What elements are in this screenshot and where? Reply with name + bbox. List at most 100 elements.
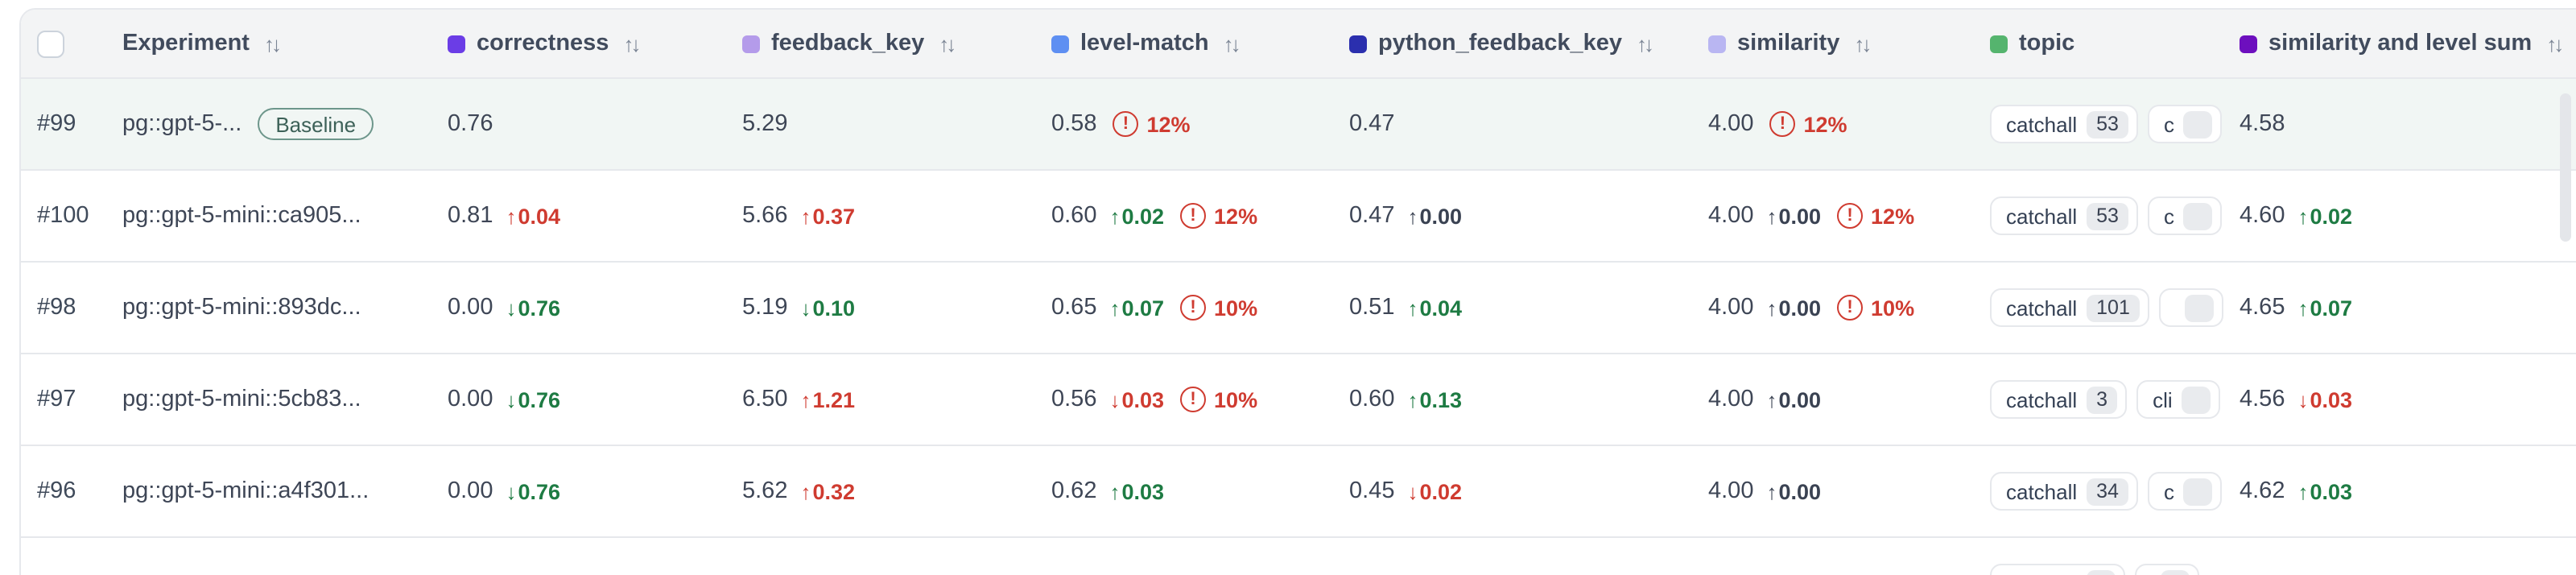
experiment-cell[interactable]: pg::gpt-5-mini::a4f301... <box>106 478 431 504</box>
table-row[interactable]: #99 pg::gpt-5-... Baseline 0.76 5.29 0.5… <box>21 79 2576 171</box>
sort-icon[interactable]: ↑↓ <box>1854 31 1872 56</box>
warning-icon: ! <box>1180 203 1207 229</box>
delta: ↑ 0.32 <box>800 479 855 503</box>
delta: ↑ 0.04 <box>1407 296 1462 320</box>
topic-badge[interactable]: catchall 53 <box>1990 196 2138 235</box>
topic-badge-truncated[interactable]: c <box>2147 196 2223 235</box>
warning-icon: ! <box>1113 111 1139 137</box>
python-feedback-key-cell: 0.47 <box>1333 111 1692 137</box>
similarity-and-level-sum-cell: 4.65 ↑ 0.07 <box>2223 295 2576 321</box>
sort-icon[interactable]: ↑↓ <box>263 31 282 56</box>
metric-value: 0.47 <box>1349 111 1395 137</box>
topic-label: catchall <box>2006 112 2078 136</box>
topic-badge-truncated[interactable] <box>2135 564 2200 575</box>
topic-badge-truncated[interactable]: cli <box>2136 380 2221 419</box>
warning-percent: 10% <box>1214 387 1258 412</box>
experiment-cell[interactable]: pg::gpt-5-mini::893dc... <box>106 295 431 321</box>
topic-cell: catchall 34 c <box>1974 472 2223 511</box>
topic-count: 34 <box>2087 478 2128 505</box>
vertical-scrollbar-thumb[interactable] <box>2560 93 2571 242</box>
topic-badge[interactable]: catchall 53 <box>1990 105 2138 143</box>
level-match-cell: 0.60 ↑ 0.02 ! 12% <box>1035 203 1333 229</box>
table-row[interactable]: #97 pg::gpt-5-mini::5cb83... 0.00 ↓ 0.76 … <box>21 354 2576 446</box>
level-match-cell: 0.56 ↓ 0.03 ! 10% <box>1035 387 1333 412</box>
sort-icon[interactable]: ↑↓ <box>1637 31 1654 56</box>
topic-badge-truncated[interactable]: c <box>2147 105 2223 143</box>
delta-arrow-icon: ↑ <box>800 387 811 412</box>
sort-icon[interactable]: ↑↓ <box>2546 31 2564 56</box>
topic-badge-truncated[interactable]: c <box>2147 472 2223 511</box>
column-header-similarity[interactable]: similarity ↑↓ <box>1692 31 1974 56</box>
topic-count <box>2184 294 2214 321</box>
sort-icon[interactable]: ↑↓ <box>1223 31 1241 56</box>
delta-arrow-icon: ↓ <box>2297 387 2309 412</box>
warning-badge: ! 10% <box>1837 295 1914 321</box>
column-header-similarity-and-level-sum[interactable]: similarity and level sum ↑↓ <box>2223 31 2576 56</box>
metric-color-square <box>1051 35 1069 52</box>
topic-badge[interactable]: catchall 34 <box>1990 472 2138 511</box>
correctness-cell: 0.00 ↓ 0.76 <box>431 295 726 321</box>
metric-value: 4.00 <box>1708 203 1754 229</box>
metric-value: 4.00 <box>1708 295 1754 321</box>
delta-arrow-icon: ↓ <box>506 387 517 412</box>
topic-badge[interactable]: catchall 3 <box>1990 380 2128 419</box>
column-label: similarity <box>1737 31 1840 56</box>
topic-count: 3 <box>2087 386 2118 413</box>
delta: ↑ 0.00 <box>1766 204 1821 228</box>
table-row-partial[interactable]: catchall <box>21 538 2576 575</box>
level-match-cell: 0.62 ↑ 0.03 <box>1035 478 1333 504</box>
delta-arrow-icon: ↑ <box>800 204 811 228</box>
table-row[interactable]: #100 pg::gpt-5-mini::ca905... 0.81 ↑ 0.04… <box>21 171 2576 263</box>
column-header-level-match[interactable]: level-match ↑↓ <box>1035 31 1333 56</box>
sort-icon[interactable]: ↑↓ <box>623 31 641 56</box>
delta-value: 0.76 <box>518 387 561 412</box>
delta-value: 0.02 <box>1419 479 1463 503</box>
metric-value: 0.56 <box>1051 387 1097 412</box>
metric-color-square <box>448 35 465 52</box>
sort-icon[interactable]: ↑↓ <box>939 31 956 56</box>
topic-badge[interactable]: catchall 101 <box>1990 288 2149 327</box>
similarity-cell: 4.00 ↑ 0.00 <box>1692 387 1974 412</box>
column-header-experiment[interactable]: Experiment ↑↓ <box>106 31 431 56</box>
row-number: #100 <box>37 203 89 229</box>
column-header-feedback-key[interactable]: feedback_key ↑↓ <box>726 31 1035 56</box>
column-header-python-feedback-key[interactable]: python_feedback_key ↑↓ <box>1333 31 1692 56</box>
warning-badge: ! 12% <box>1113 111 1191 137</box>
topic-cell: catchall 101 <box>1974 288 2223 327</box>
topic-cell: catchall 3 cli <box>1974 380 2223 419</box>
delta: ↑ 0.02 <box>1109 204 1164 228</box>
select-all-checkbox[interactable] <box>37 30 64 57</box>
delta-value: 0.07 <box>1121 296 1165 320</box>
delta-value: 0.03 <box>1121 479 1165 503</box>
metric-value: 5.29 <box>742 111 788 137</box>
delta: ↑ 0.03 <box>2297 479 2352 503</box>
delta-arrow-icon: ↑ <box>1766 204 1777 228</box>
topic-badge-truncated[interactable] <box>2158 288 2223 327</box>
experiment-name: pg::gpt-5-mini::ca905... <box>122 203 361 229</box>
experiment-cell[interactable]: pg::gpt-5-... Baseline <box>106 108 431 140</box>
correctness-cell: 0.00 ↓ 0.76 <box>431 387 726 412</box>
topic-label: c <box>2163 479 2174 503</box>
column-header-topic[interactable]: topic <box>1974 31 2223 56</box>
delta-value: 0.00 <box>1778 387 1822 412</box>
table-row[interactable]: #98 pg::gpt-5-mini::893dc... 0.00 ↓ 0.76 … <box>21 263 2576 354</box>
metric-value: 0.60 <box>1349 387 1395 412</box>
experiment-name: pg::gpt-5-... <box>122 111 242 137</box>
topic-badge[interactable]: catchall <box>1990 564 2126 575</box>
delta-value: 0.03 <box>2310 479 2353 503</box>
similarity-and-level-sum-cell: 4.58 <box>2223 111 2576 137</box>
experiment-cell[interactable]: pg::gpt-5-mini::ca905... <box>106 203 431 229</box>
warning-badge: ! 10% <box>1180 387 1257 412</box>
table-row[interactable]: #96 pg::gpt-5-mini::a4f301... 0.00 ↓ 0.76… <box>21 446 2576 538</box>
warning-icon: ! <box>1837 203 1864 229</box>
delta-value: 0.00 <box>1778 479 1822 503</box>
column-header-correctness[interactable]: correctness ↑↓ <box>431 31 726 56</box>
metric-value: 0.58 <box>1051 111 1097 137</box>
correctness-cell: 0.00 ↓ 0.76 <box>431 478 726 504</box>
similarity-cell: 4.00 ! 12% <box>1692 111 1974 137</box>
delta-value: 0.02 <box>2310 204 2353 228</box>
warning-badge: ! 10% <box>1180 295 1257 321</box>
metric-value: 4.56 <box>2240 387 2285 412</box>
metric-value: 0.60 <box>1051 203 1097 229</box>
experiment-cell[interactable]: pg::gpt-5-mini::5cb83... <box>106 387 431 412</box>
